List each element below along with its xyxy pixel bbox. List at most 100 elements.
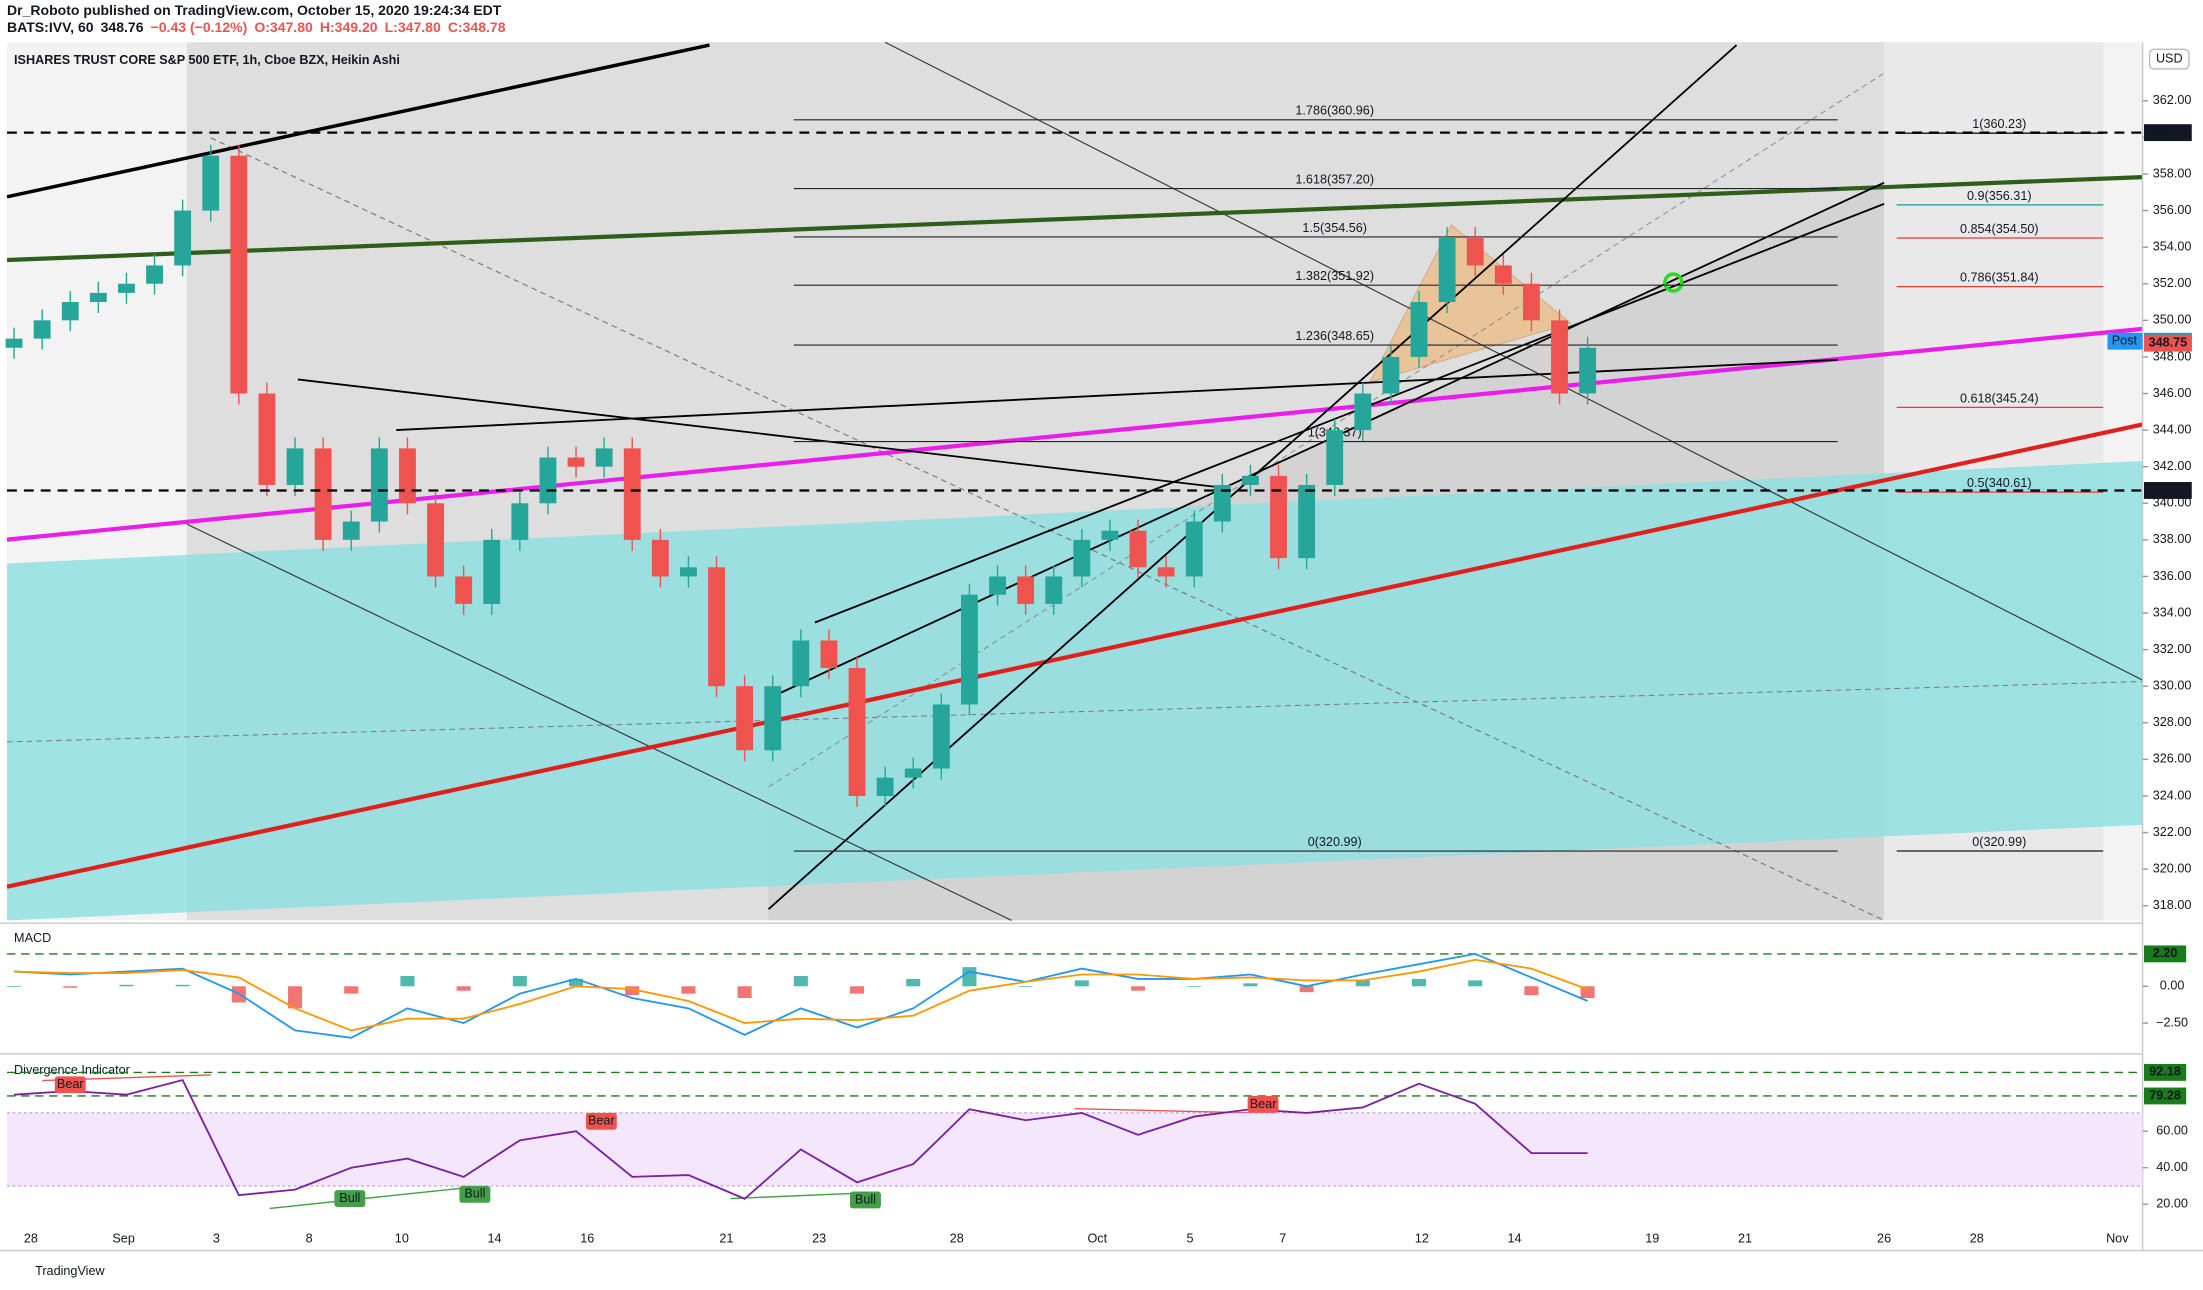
- y-tick-label: 352.00: [2153, 276, 2192, 290]
- x-tick-label: 7: [1279, 1232, 1286, 1246]
- candle-body: [1213, 484, 1231, 522]
- fib-label: 1.786(360.96): [1295, 104, 1374, 118]
- x-tick-label: 28: [1970, 1232, 1984, 1246]
- candle-body: [455, 576, 473, 604]
- candle-body: [370, 448, 388, 522]
- candle-body: [623, 448, 641, 540]
- candle-body: [1157, 567, 1175, 577]
- candle-body: [1101, 530, 1119, 540]
- histogram-bar: [793, 975, 808, 987]
- fib-label: 0.5(340.61): [1967, 476, 2032, 490]
- price-box: [2143, 124, 2192, 142]
- y-tick-label: 322.00: [2153, 825, 2192, 839]
- target-icon: [1663, 272, 1684, 293]
- signal-box: [54, 1076, 86, 1094]
- signal-label: Bull: [339, 1191, 360, 1205]
- trend-line: [768, 72, 1885, 788]
- candle-body: [1551, 320, 1568, 394]
- candle-body: [792, 640, 810, 687]
- trend-line: [186, 523, 1012, 921]
- y-tick-label: 324.00: [2153, 788, 2192, 802]
- candle-body: [5, 338, 23, 348]
- fib-label: 0.9(356.31): [1967, 189, 2032, 203]
- currency-box: [2148, 48, 2190, 70]
- published: Dr_Roboto published on TradingView.com, …: [7, 2, 502, 18]
- y-tick-label: 344.00: [2153, 422, 2192, 436]
- candle-body: [567, 457, 585, 467]
- candle-body: [202, 155, 220, 211]
- series-line: [14, 952, 1588, 1039]
- pane-title: MACD: [14, 931, 51, 945]
- histogram-bar: [1299, 986, 1314, 993]
- histogram-bar: [7, 986, 22, 987]
- histogram-bar: [850, 986, 865, 994]
- y-tick-label: 348.00: [2153, 349, 2192, 363]
- candle-body: [680, 567, 697, 577]
- quote-part: C:348.78: [448, 19, 506, 35]
- x-tick-label: 14: [488, 1232, 502, 1246]
- x-tick-label: 12: [1415, 1232, 1429, 1246]
- candle-body: [1298, 484, 1316, 559]
- level-label: 79.28: [2149, 1088, 2181, 1102]
- y-tick-label: 318.00: [2153, 898, 2192, 912]
- signal-box: [850, 1191, 881, 1209]
- y-tick-label: 328.00: [2153, 715, 2192, 729]
- candle-body: [1494, 265, 1512, 284]
- x-tick-label: 28: [24, 1232, 38, 1246]
- x-tick-label: Sep: [112, 1232, 134, 1246]
- histogram-bar: [1074, 980, 1089, 987]
- y-tick-label: 330.00: [2153, 679, 2192, 693]
- candle-body: [1270, 475, 1287, 559]
- candle-body: [1522, 283, 1540, 321]
- candle-body: [118, 283, 135, 293]
- pane-title: Divergence Indicator: [14, 1063, 130, 1077]
- level-box: [2143, 1087, 2187, 1105]
- candle-body: [904, 768, 922, 778]
- x-tick-label: 26: [1877, 1232, 1891, 1246]
- histogram-bar: [625, 986, 640, 996]
- signal-label: Bull: [464, 1187, 485, 1201]
- signal-label: Bear: [1250, 1097, 1277, 1111]
- y-tick-label: 20.00: [2156, 1197, 2188, 1211]
- histogram-bar: [456, 986, 471, 991]
- y-tick-label: 332.00: [2153, 642, 2192, 656]
- quote: BATS:IVV, 60 348.76 −0.43 (−0.12%) O:347.80…: [7, 19, 506, 35]
- histogram-bar: [1411, 978, 1427, 987]
- candle-body: [848, 667, 866, 796]
- x-tick-label: 23: [812, 1232, 826, 1246]
- x-tick-label: 5: [1186, 1232, 1193, 1246]
- fib-label: 1.618(357.20): [1295, 173, 1374, 187]
- price-label: 340.70: [2149, 483, 2188, 497]
- candle-body: [651, 539, 669, 577]
- signal-box: [1247, 1095, 1279, 1113]
- candle-body: [1382, 356, 1400, 394]
- trend-line: [6, 422, 2144, 889]
- quote-part: H:349.20: [320, 19, 378, 35]
- candle-body: [961, 594, 978, 705]
- candle-body: [1410, 302, 1428, 357]
- x-tick-label: 14: [1508, 1232, 1522, 1246]
- x-tick-label: 3: [213, 1232, 220, 1246]
- fib-label: 1.382(351.92): [1295, 269, 1374, 283]
- level-label: 2.20: [2153, 946, 2178, 960]
- candle-body: [595, 448, 613, 467]
- histogram-bar: [1580, 986, 1595, 999]
- y-tick-label: 346.00: [2153, 386, 2192, 400]
- fib-label: 0.786(351.84): [1960, 271, 2039, 285]
- fib-label: 0.618(345.24): [1960, 391, 2039, 405]
- fib-label: 0(320.99): [1308, 835, 1362, 849]
- candle-body: [1354, 393, 1372, 431]
- fib-label: 1.236(348.65): [1295, 329, 1374, 343]
- candle-body: [932, 704, 950, 769]
- trend-line: [6, 43, 710, 199]
- y-tick-label: 334.00: [2153, 605, 2192, 619]
- level-label: 92.18: [2149, 1065, 2181, 1079]
- series-line: [14, 958, 1588, 1032]
- candle-body: [989, 576, 1006, 595]
- signal-label: Bull: [855, 1192, 876, 1206]
- signal-box: [334, 1190, 366, 1207]
- x-tick-label: 19: [1645, 1232, 1659, 1246]
- quote-part: −0.43 (−0.12%): [151, 19, 248, 35]
- candle-body: [61, 302, 79, 321]
